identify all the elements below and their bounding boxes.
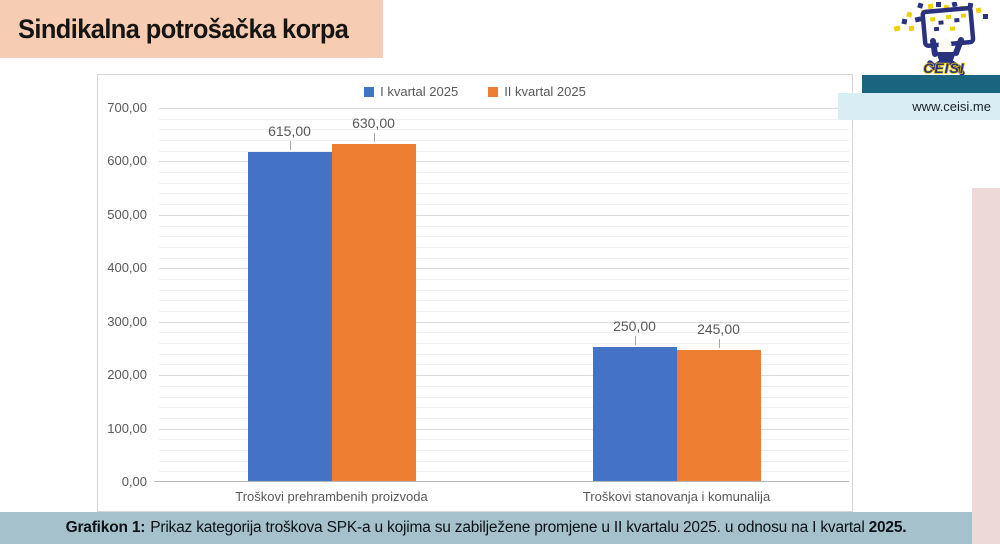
logo-brand-text: CEISI xyxy=(923,60,965,76)
gridline xyxy=(159,150,849,152)
gridline xyxy=(159,460,849,462)
gridline xyxy=(159,161,849,163)
data-label-leader-line xyxy=(634,336,636,346)
gridline xyxy=(159,300,849,302)
legend-label: I kvartal 2025 xyxy=(380,84,459,99)
logo-pixel-squares xyxy=(893,2,988,32)
teal-divider-bar xyxy=(862,75,1000,93)
gridline xyxy=(159,375,849,377)
gridline xyxy=(159,417,849,419)
y-tick-label: 100,00 xyxy=(107,420,147,436)
data-label-leader-line xyxy=(718,339,720,349)
gridline xyxy=(159,396,849,398)
gridline xyxy=(159,439,849,441)
gridline xyxy=(159,193,849,195)
caption-text: Prikaz kategorija troškova SPK-a u kojim… xyxy=(150,519,865,536)
data-label: 615,00 xyxy=(268,123,311,140)
bar-chart: I kvartal 2025 II kvartal 2025 0,00 100,00… xyxy=(97,74,853,512)
gridline xyxy=(159,204,849,206)
logo-figure-legs xyxy=(927,59,965,76)
gridline xyxy=(159,140,849,142)
data-label-leader-line xyxy=(289,141,291,151)
category-label: Troškovi prehrambenih proizvoda xyxy=(235,489,428,504)
gridline xyxy=(159,172,849,174)
y-tick-label: 500,00 xyxy=(107,206,147,222)
gridline xyxy=(159,225,849,227)
y-axis-labels: 0,00 100,00 200,00 300,00 400,00 500,00 600,00… xyxy=(98,75,153,511)
legend-swatch-icon xyxy=(488,86,499,97)
y-tick-label: 600,00 xyxy=(107,153,147,169)
caption-tail: 2025. xyxy=(868,519,907,536)
legend-item: II kvartal 2025 xyxy=(488,84,586,99)
gridline xyxy=(159,129,849,131)
gridline xyxy=(159,343,849,345)
y-tick-label: 400,00 xyxy=(107,260,147,276)
gridline xyxy=(159,353,849,355)
legend-swatch-icon xyxy=(364,86,375,97)
gridline xyxy=(159,278,849,280)
legend-item: I kvartal 2025 xyxy=(364,84,458,99)
ceisi-logo: CEISI xyxy=(893,2,988,76)
gridline xyxy=(159,321,849,323)
gridline xyxy=(159,471,849,473)
plot-area: 615,00 630,00 250,00 245,00 xyxy=(154,108,849,482)
gridline xyxy=(159,118,849,120)
caption-bar: Grafikon 1: Prikaz kategorija troškova S… xyxy=(0,512,972,544)
bar-I-kvartal-2025-cat1 xyxy=(247,152,332,481)
gridline xyxy=(159,268,849,270)
gridline xyxy=(159,449,849,451)
bar-I-kvartal-2025-cat2 xyxy=(592,347,677,481)
x-axis-labels: Troškovi prehrambenih proizvoda Troškovi … xyxy=(159,489,849,504)
data-label-leader-line xyxy=(373,133,375,143)
category-label: Troškovi stanovanja i komunalija xyxy=(582,489,771,504)
chart-legend: I kvartal 2025 II kvartal 2025 xyxy=(98,84,852,99)
pink-side-bar xyxy=(972,188,1000,544)
gridline xyxy=(159,407,849,409)
gridline xyxy=(159,182,849,184)
gridline xyxy=(159,108,849,109)
gridline xyxy=(159,214,849,216)
y-tick-label: 0,00 xyxy=(121,474,147,489)
gridline xyxy=(159,364,849,366)
gridline xyxy=(159,236,849,238)
logo-figure-arms xyxy=(930,37,964,57)
legend-label: II kvartal 2025 xyxy=(504,84,586,99)
gridline xyxy=(159,428,849,430)
y-tick-label: 200,00 xyxy=(107,367,147,383)
logo-figure-head xyxy=(938,38,952,52)
website-link[interactable]: www.ceisi.me xyxy=(912,99,991,114)
gridline xyxy=(159,332,849,334)
gridline xyxy=(159,246,849,248)
bar-II-kvartal-2025-cat1 xyxy=(331,144,416,481)
gridline xyxy=(159,257,849,259)
data-label: 250,00 xyxy=(613,318,656,335)
gridline xyxy=(159,385,849,387)
y-tick-label: 700,00 xyxy=(107,100,147,115)
url-strip: www.ceisi.me xyxy=(838,93,1000,120)
caption-label: Grafikon 1: xyxy=(65,519,146,536)
gridline xyxy=(159,311,849,313)
data-label: 245,00 xyxy=(697,321,740,338)
page-title: Sindikalna potrošačka korpa xyxy=(18,13,349,44)
data-label: 630,00 xyxy=(352,115,395,132)
title-block: Sindikalna potrošačka korpa xyxy=(0,0,383,58)
bar-II-kvartal-2025-cat2 xyxy=(676,350,761,481)
y-tick-label: 300,00 xyxy=(107,313,147,329)
gridline xyxy=(159,289,849,291)
